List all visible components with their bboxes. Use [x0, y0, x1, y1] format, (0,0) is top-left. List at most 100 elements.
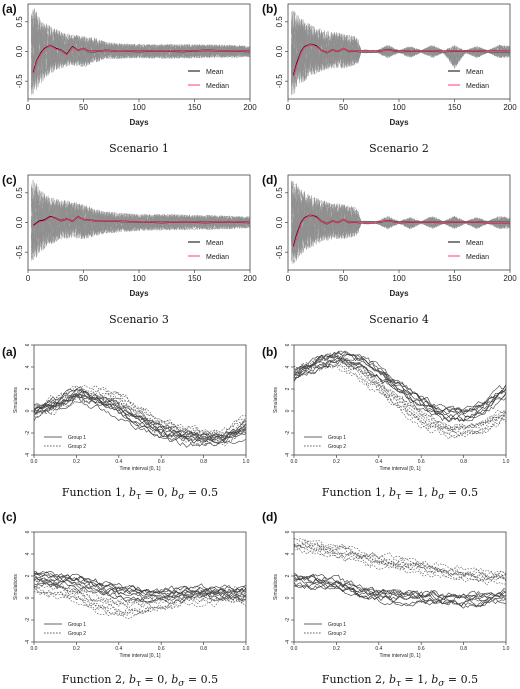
y-axis-label: Simulations — [273, 574, 279, 600]
y-tick-label: -4 — [285, 453, 291, 458]
group-curves-1 — [34, 571, 246, 605]
panel-label: (b) — [262, 2, 277, 16]
x-tick-label: 0.0 — [291, 459, 298, 465]
simulation-curve — [294, 537, 506, 576]
y-axis: -4 -2 0 2 4 6 — [25, 530, 34, 644]
legend-label: Group 2 — [68, 631, 86, 637]
chart-panel-2: (b) 0 50 100 150 200 -0.5 0.0 0.5 Days Scenario 2 M… — [262, 2, 517, 155]
simulation-curve — [34, 386, 246, 437]
x-axis: 0.0 0.2 0.4 0.6 0.8 1.0 — [291, 642, 510, 652]
simulation-curve — [34, 395, 246, 443]
y-tick-label: 0.5 — [275, 16, 284, 28]
y-tick-label: 0.0 — [15, 45, 24, 57]
legend-label: Mean — [206, 240, 224, 247]
simulation-curve — [294, 542, 506, 580]
x-axis-label: Time interval [0, 1] — [120, 466, 162, 472]
legend-label: Median — [206, 83, 229, 90]
group-curves-2 — [294, 537, 506, 586]
simulation-curve — [294, 573, 506, 602]
y-tick-label: 6 — [25, 343, 31, 346]
plot-frame — [293, 531, 507, 643]
plot-area — [31, 179, 250, 261]
y-tick-label: 4 — [25, 365, 31, 368]
x-tick-label: 0.4 — [375, 459, 382, 465]
legend-label: Group 1 — [68, 435, 86, 441]
simulation-curve — [294, 352, 506, 429]
simulation-curve — [34, 586, 246, 617]
legend: Mean Median — [448, 240, 489, 261]
chart-panel-8: (d) 0.0 0.2 0.4 0.6 0.8 1.0 -4 -2 0 2 4 6 Time interv… — [262, 510, 510, 689]
legend-label: Median — [466, 254, 489, 261]
x-tick-label: 0.4 — [375, 646, 382, 652]
legend-label: Median — [466, 83, 489, 90]
x-tick-label: 0.6 — [418, 459, 425, 465]
legend-label: Group 1 — [328, 622, 346, 628]
chart-panel-7: (c) 0.0 0.2 0.4 0.6 0.8 1.0 -4 -2 0 2 4 6 Time interv… — [2, 510, 250, 689]
x-axis: 0.0 0.2 0.4 0.6 0.8 1.0 — [31, 455, 250, 465]
panel-label: (d) — [262, 510, 277, 524]
legend-label: Group 2 — [328, 444, 346, 450]
simulation-curve — [34, 586, 246, 616]
legend: Group 1 Group 2 — [300, 431, 356, 451]
simulation-curve — [34, 396, 246, 447]
x-axis: 0.0 0.2 0.4 0.6 0.8 1.0 — [31, 642, 250, 652]
y-tick-label: 6 — [285, 343, 291, 346]
simulation-curve — [34, 571, 246, 593]
plot-area — [294, 350, 506, 440]
y-axis: -0.5 0.0 0.5 — [15, 16, 28, 88]
simulation-curve — [294, 538, 506, 577]
y-tick-label: 2 — [25, 574, 31, 577]
panel-caption: Function 1, bτ = 1, bσ = 0.5 — [322, 486, 478, 502]
x-tick-label: 200 — [243, 103, 257, 112]
simulation-curve — [294, 352, 506, 432]
plot-area — [34, 571, 246, 619]
x-axis: 0 50 100 150 200 — [286, 99, 517, 112]
x-tick-label: 0.6 — [158, 646, 165, 652]
x-axis: 0 50 100 150 200 — [26, 270, 257, 283]
x-axis-label: Days — [129, 289, 149, 298]
x-axis-label: Days — [389, 289, 409, 298]
y-axis: -0.5 0.0 0.5 — [275, 187, 288, 259]
chart-panel-1: (a) 0 50 100 150 200 -0.5 0.0 0.5 Days Scenario 1 M… — [2, 2, 257, 155]
plot-frame — [293, 344, 507, 456]
x-tick-label: 0.4 — [115, 646, 122, 652]
x-tick-label: 0.8 — [460, 646, 467, 652]
panel-label: (a) — [2, 345, 17, 359]
x-tick-label: 0.8 — [200, 459, 207, 465]
simulation-curve — [294, 582, 506, 609]
y-tick-label: -0.5 — [275, 74, 284, 88]
x-tick-label: 1.0 — [503, 459, 510, 465]
y-tick-label: -0.5 — [275, 245, 284, 259]
plot-area — [31, 8, 250, 96]
panel-caption: Function 2, bτ = 0, bσ = 0.5 — [62, 673, 218, 689]
y-tick-label: -2 — [285, 618, 291, 623]
x-axis-label: Time interval [0, 1] — [120, 653, 162, 659]
simulation-path — [31, 186, 250, 243]
x-tick-label: 150 — [448, 103, 462, 112]
x-tick-label: 200 — [503, 103, 517, 112]
x-tick-label: 50 — [339, 274, 348, 283]
y-tick-label: 2 — [285, 574, 291, 577]
y-axis-label: Simulations — [13, 387, 19, 413]
series-line-median — [293, 43, 510, 77]
group-curves-1 — [294, 350, 506, 423]
x-tick-label: 150 — [448, 274, 462, 283]
simulation-curve — [294, 354, 506, 431]
group-curves-2 — [294, 352, 506, 440]
x-tick-label: 150 — [188, 103, 202, 112]
y-tick-label: -4 — [285, 640, 291, 645]
panel-label: (c) — [2, 510, 17, 524]
simulation-curve — [34, 384, 246, 435]
x-tick-label: 100 — [392, 274, 406, 283]
simulation-curve — [294, 357, 506, 420]
group-curves-2 — [34, 576, 246, 619]
simulation-curve — [34, 392, 246, 441]
simulation-curve — [294, 357, 506, 423]
plot-area — [34, 384, 246, 448]
plot-area — [291, 10, 510, 96]
x-tick-label: 0.8 — [200, 646, 207, 652]
legend: Mean Median — [188, 69, 229, 90]
simulation-curve — [294, 545, 506, 582]
panel-caption: Function 2, bτ = 1, bσ = 0.5 — [322, 673, 478, 689]
plot-frame — [33, 344, 247, 456]
